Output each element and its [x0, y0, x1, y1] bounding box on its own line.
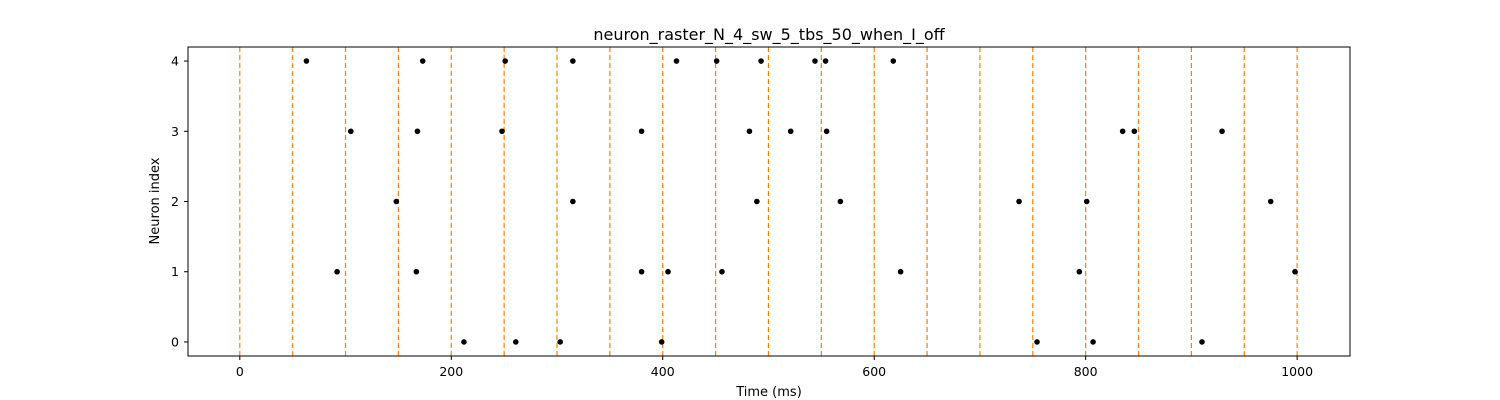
y-axis-ticks: 0 1 2 3 4 — [171, 54, 188, 349]
spike-point — [758, 58, 764, 64]
x-tick-label: 600 — [862, 364, 886, 379]
y-tick-label: 0 — [171, 334, 179, 349]
x-axis-label: Time (ms) — [735, 385, 802, 400]
spike-point — [461, 339, 467, 345]
spike-point — [658, 339, 665, 345]
spike-point — [502, 58, 508, 64]
x-axis-ticks: 0 200 400 600 800 1000 — [236, 356, 1313, 379]
spike-point — [673, 58, 680, 64]
spike-point — [719, 268, 725, 275]
spike-point — [1219, 128, 1225, 135]
spike-point — [1267, 198, 1274, 205]
spike-point — [303, 58, 310, 64]
spike-point — [499, 128, 505, 135]
spike-point — [1131, 128, 1138, 135]
x-tick-label: 1000 — [1281, 364, 1313, 379]
spike-point — [334, 268, 340, 275]
spike-point — [822, 58, 829, 64]
spike-point — [746, 128, 753, 135]
y-tick-label: 3 — [171, 124, 179, 139]
spike-point — [1034, 339, 1040, 345]
y-tick-label: 2 — [171, 194, 179, 209]
x-tick-label: 400 — [651, 364, 675, 379]
spike-point — [393, 198, 400, 205]
spike-point — [665, 268, 671, 275]
spike-point — [754, 198, 760, 205]
spike-point — [890, 58, 897, 64]
spike-point — [812, 58, 818, 64]
x-tick-label: 200 — [439, 364, 463, 379]
spike-point — [897, 268, 904, 275]
x-tick-label: 800 — [1074, 364, 1098, 379]
spike-point — [557, 339, 563, 345]
y-tick-label: 1 — [171, 264, 179, 279]
spike-point — [512, 339, 519, 345]
spike-point — [638, 128, 645, 135]
x-tick-label: 0 — [236, 364, 244, 379]
spike-point — [1292, 268, 1298, 275]
spike-point — [713, 58, 720, 64]
spike-point — [638, 268, 645, 275]
spike-point — [1119, 128, 1126, 135]
spike-point — [413, 268, 420, 275]
spike-point — [1199, 339, 1205, 345]
spike-points — [303, 58, 1298, 345]
spike-point — [414, 128, 421, 135]
spike-point — [1076, 268, 1083, 275]
spike-point — [570, 198, 576, 205]
spike-point — [1090, 339, 1096, 345]
spike-point — [348, 128, 354, 135]
spike-point — [823, 128, 830, 135]
spike-point — [837, 198, 844, 205]
y-axis-label: Neuron index — [148, 157, 163, 244]
spike-point — [1083, 198, 1090, 205]
spike-point — [1016, 198, 1022, 205]
chart-title: neuron_raster_N_4_sw_5_tbs_50_when_I_off — [593, 25, 945, 45]
spike-point — [419, 58, 426, 64]
y-tick-label: 4 — [171, 54, 179, 69]
spike-point — [787, 128, 794, 135]
spike-point — [570, 58, 576, 64]
